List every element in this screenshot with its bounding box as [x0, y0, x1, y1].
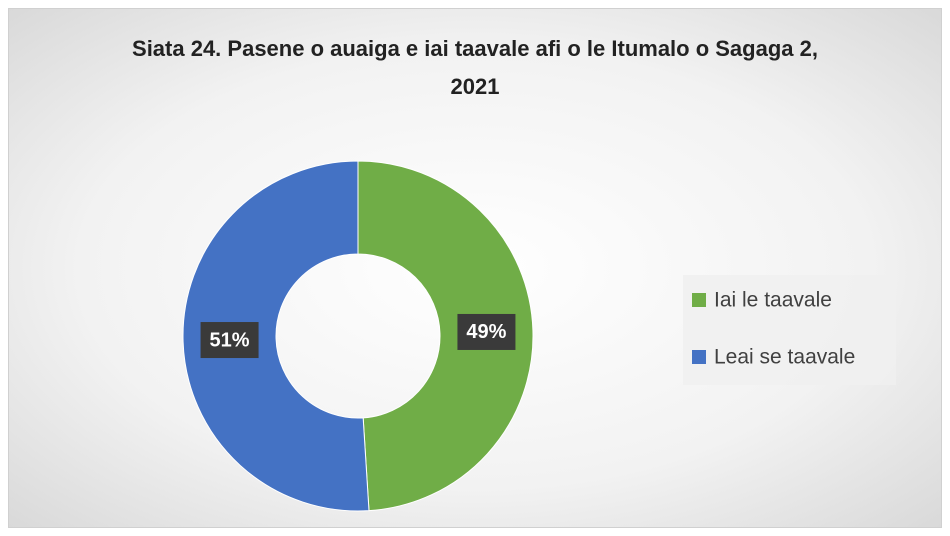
legend-label: Iai le taavale [714, 289, 832, 312]
legend-swatch [692, 293, 706, 307]
label-box [200, 322, 259, 359]
legend-label: Leai se taavale [714, 346, 855, 369]
slice [357, 160, 534, 512]
data-label: 51% [210, 329, 250, 351]
legend-box [683, 275, 896, 385]
data-label: 49% [466, 321, 506, 343]
label-box [457, 313, 516, 350]
legend-swatch [692, 350, 706, 364]
chart-title: Siata 24. Pasene o auaiga e iai taavale … [132, 36, 818, 99]
slice [182, 160, 370, 512]
